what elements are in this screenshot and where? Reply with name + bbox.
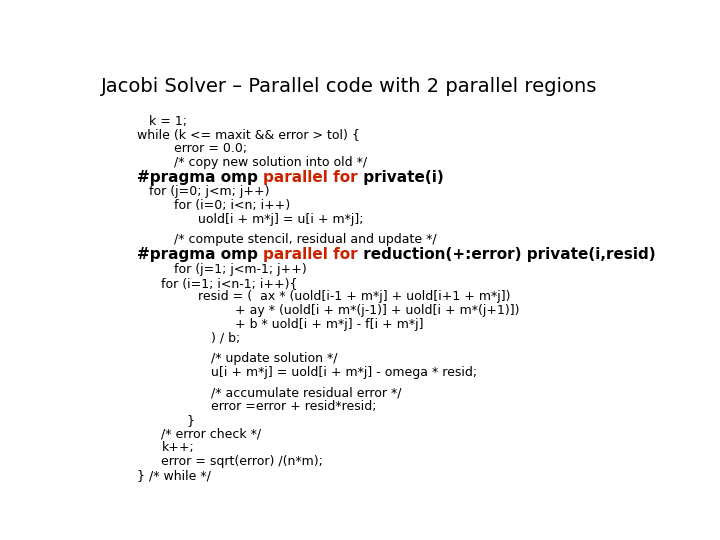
Text: #pragma omp: #pragma omp — [137, 247, 263, 262]
Text: + ay * (uold[i + m*(j-1)] + uold[i + m*(j+1)]): + ay * (uold[i + m*(j-1)] + uold[i + m*(… — [235, 304, 520, 317]
Text: error = 0.0;: error = 0.0; — [174, 142, 247, 155]
Text: /* error check */: /* error check */ — [161, 428, 261, 441]
Text: error = sqrt(error) /(n*m);: error = sqrt(error) /(n*m); — [161, 455, 323, 468]
Text: for (j=0; j<m; j++): for (j=0; j<m; j++) — [149, 185, 270, 198]
Text: for (i=1; i<n-1; i++){: for (i=1; i<n-1; i++){ — [161, 276, 298, 289]
Text: resid = (  ax * (uold[i-1 + m*j] + uold[i+1 + m*j]): resid = ( ax * (uold[i-1 + m*j] + uold[i… — [198, 291, 510, 303]
Text: /* update solution */: /* update solution */ — [210, 352, 337, 365]
Text: } /* while */: } /* while */ — [137, 469, 211, 482]
Text: #pragma omp: #pragma omp — [137, 170, 263, 185]
Text: reduction(+:error) private(i,resid): reduction(+:error) private(i,resid) — [358, 247, 655, 262]
Text: u[i + m*j] = uold[i + m*j] - omega * resid;: u[i + m*j] = uold[i + m*j] - omega * res… — [210, 366, 477, 379]
Text: k = 1;: k = 1; — [149, 114, 187, 127]
Text: uold[i + m*j] = u[i + m*j];: uold[i + m*j] = u[i + m*j]; — [198, 213, 364, 226]
Text: while (k <= maxit && error > tol) {: while (k <= maxit && error > tol) { — [137, 129, 360, 141]
Text: parallel for: parallel for — [263, 247, 358, 262]
Text: Jacobi Solver – Parallel code with 2 parallel regions: Jacobi Solver – Parallel code with 2 par… — [101, 77, 598, 96]
Text: ) / b;: ) / b; — [210, 332, 240, 345]
Text: for (i=0; i<n; i++): for (i=0; i<n; i++) — [174, 199, 290, 212]
Text: parallel for: parallel for — [263, 170, 358, 185]
Text: k++;: k++; — [161, 441, 194, 454]
Text: error =error + resid*resid;: error =error + resid*resid; — [210, 400, 376, 413]
Text: /* copy new solution into old */: /* copy new solution into old */ — [174, 156, 366, 169]
Text: for (j=1; j<m-1; j++): for (j=1; j<m-1; j++) — [174, 263, 307, 276]
Text: }: } — [186, 414, 194, 427]
Text: private(i): private(i) — [358, 170, 444, 185]
Text: + b * uold[i + m*j] - f[i + m*j]: + b * uold[i + m*j] - f[i + m*j] — [235, 318, 423, 331]
Text: /* compute stencil, residual and update */: /* compute stencil, residual and update … — [174, 233, 436, 246]
Text: /* accumulate residual error */: /* accumulate residual error */ — [210, 387, 401, 400]
